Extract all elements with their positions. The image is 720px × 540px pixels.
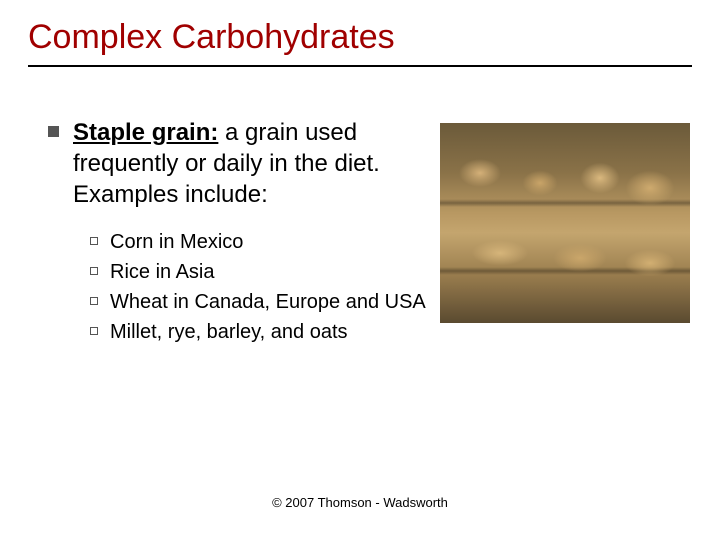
- content-row: Staple grain: a grain used frequently or…: [28, 117, 692, 349]
- sub-bullet-text: Wheat in Canada, Europe and USA: [110, 289, 426, 315]
- sub-bullet-square-icon: [90, 297, 98, 305]
- sub-bullet-square-icon: [90, 267, 98, 275]
- sub-bullet-square-icon: [90, 327, 98, 335]
- bullet-square-icon: [48, 126, 59, 137]
- sub-bullet-item: Rice in Asia: [90, 259, 428, 285]
- sub-bullet-text: Corn in Mexico: [110, 229, 243, 255]
- image-column: [440, 117, 690, 349]
- main-bullet: Staple grain: a grain used frequently or…: [48, 117, 428, 211]
- term-label: Staple grain:: [73, 119, 218, 146]
- bread-photo: [440, 123, 690, 323]
- copyright-footer: © 2007 Thomson - Wadsworth: [0, 495, 720, 510]
- slide-container: Complex Carbohydrates Staple grain: a gr…: [0, 0, 720, 540]
- sub-bullet-item: Millet, rye, barley, and oats: [90, 319, 428, 345]
- sub-bullet-text: Millet, rye, barley, and oats: [110, 319, 348, 345]
- sub-bullet-list: Corn in Mexico Rice in Asia Wheat in Can…: [48, 229, 428, 345]
- text-column: Staple grain: a grain used frequently or…: [28, 117, 428, 349]
- sub-bullet-item: Corn in Mexico: [90, 229, 428, 255]
- sub-bullet-text: Rice in Asia: [110, 259, 215, 285]
- main-bullet-text: Staple grain: a grain used frequently or…: [73, 117, 428, 211]
- sub-bullet-item: Wheat in Canada, Europe and USA: [90, 289, 428, 315]
- slide-title: Complex Carbohydrates: [28, 18, 692, 67]
- sub-bullet-square-icon: [90, 237, 98, 245]
